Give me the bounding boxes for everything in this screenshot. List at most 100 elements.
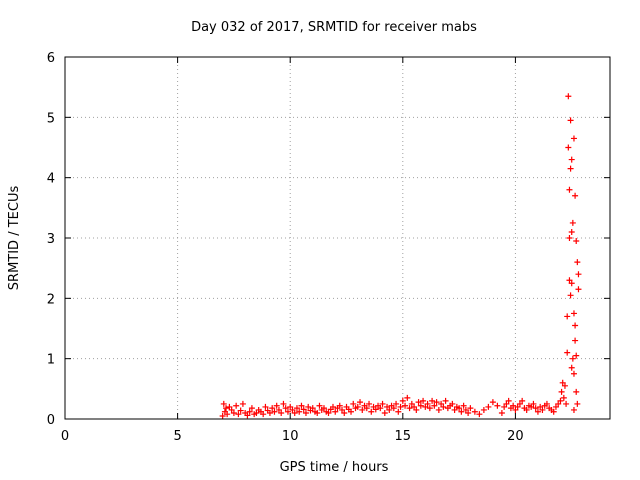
data-point <box>269 405 276 412</box>
data-point <box>543 400 550 407</box>
data-point <box>226 403 233 410</box>
data-point <box>223 405 230 412</box>
data-point <box>404 394 411 401</box>
data-point <box>523 406 530 413</box>
data-point <box>559 379 566 386</box>
data-point <box>393 400 400 407</box>
data-point <box>572 322 579 329</box>
data-point <box>573 238 580 245</box>
data-point <box>494 402 501 409</box>
data-point <box>431 402 438 409</box>
data-point <box>569 355 576 362</box>
data-point <box>273 402 280 409</box>
data-point <box>489 399 496 406</box>
data-point <box>568 156 575 163</box>
data-point <box>348 408 355 415</box>
data-point <box>244 412 251 419</box>
data-point <box>570 406 577 413</box>
data-point <box>224 411 231 418</box>
data-point <box>339 406 346 413</box>
data-point <box>230 409 237 416</box>
data-point <box>329 403 336 410</box>
data-point <box>567 292 574 299</box>
data-point <box>366 400 373 407</box>
data-point <box>566 235 573 241</box>
data-point <box>532 405 539 412</box>
y-tick-label: 2 <box>47 292 55 307</box>
data-point <box>438 400 445 407</box>
data-point <box>309 405 316 412</box>
data-point <box>228 406 235 413</box>
x-axis-label: GPS time / hours <box>280 460 389 475</box>
data-point <box>289 406 296 413</box>
data-point <box>336 402 343 409</box>
data-point <box>237 407 244 414</box>
data-point <box>534 408 541 415</box>
data-point <box>262 403 269 410</box>
data-point <box>316 402 323 409</box>
data-point <box>296 408 303 415</box>
data-point <box>458 408 465 415</box>
data-point <box>359 406 366 413</box>
data-point <box>300 406 307 413</box>
data-point <box>248 405 255 412</box>
data-point <box>563 400 570 407</box>
data-point <box>567 165 574 172</box>
x-tick-label: 15 <box>395 429 412 444</box>
data-point <box>298 402 305 409</box>
data-point <box>314 409 321 416</box>
data-point <box>239 400 246 407</box>
data-point <box>420 397 427 404</box>
data-point <box>415 399 422 406</box>
data-point <box>555 400 562 407</box>
data-point <box>570 135 577 142</box>
y-tick-label: 4 <box>47 172 55 187</box>
data-point <box>219 412 226 419</box>
data-points <box>219 93 582 419</box>
data-point <box>280 400 287 407</box>
data-point <box>390 405 397 412</box>
data-point <box>357 399 364 406</box>
data-point <box>575 286 582 293</box>
data-point <box>569 219 576 226</box>
data-point <box>552 403 559 410</box>
data-point <box>560 394 567 401</box>
data-point <box>284 408 291 415</box>
y-tick-label: 5 <box>47 111 55 126</box>
data-point <box>570 310 577 317</box>
data-point <box>266 409 273 416</box>
data-point <box>435 406 442 413</box>
data-point <box>293 405 300 412</box>
data-point <box>550 408 557 415</box>
data-point <box>233 402 240 409</box>
data-point <box>528 403 535 410</box>
data-point <box>566 277 573 284</box>
data-point <box>512 406 519 413</box>
data-point <box>278 409 285 416</box>
x-tick-label: 0 <box>61 429 69 444</box>
data-point <box>514 403 521 410</box>
data-point <box>246 408 253 415</box>
data-point <box>282 405 289 412</box>
data-point <box>260 411 267 418</box>
data-point <box>305 403 312 410</box>
data-point <box>575 271 582 278</box>
data-point <box>574 400 581 407</box>
data-point <box>564 313 571 320</box>
data-point <box>564 349 571 356</box>
data-point <box>530 400 537 407</box>
data-point <box>275 406 282 413</box>
data-point <box>411 403 418 410</box>
x-tick-label: 10 <box>282 429 299 444</box>
data-point <box>572 192 579 199</box>
data-point <box>510 402 517 409</box>
data-point <box>287 403 294 410</box>
data-point <box>574 259 581 266</box>
axis-ticks: 0 1 2 3 4 5 6 0 5 10 15 20 <box>47 51 610 444</box>
data-point <box>573 352 580 359</box>
data-point <box>568 280 575 287</box>
data-point <box>465 409 472 416</box>
chart-title: Day 032 of 2017, SRMTID for receiver mab… <box>191 20 477 35</box>
data-point <box>561 382 568 389</box>
